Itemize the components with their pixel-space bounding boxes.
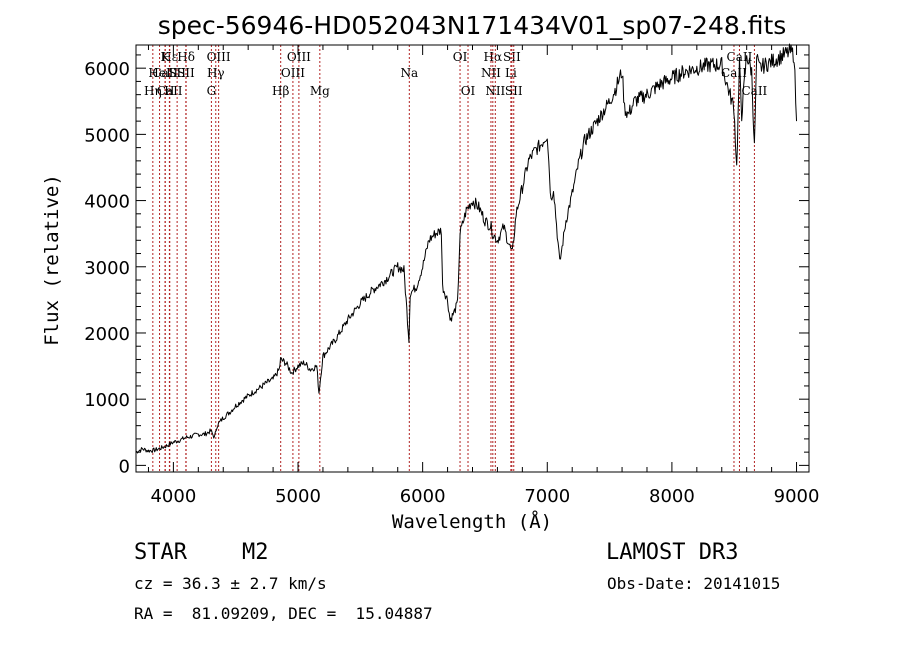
subclass: M2 [242, 540, 269, 565]
spectral-line-label: OIII [207, 50, 231, 64]
spectrum-series-line [135, 43, 798, 454]
spectral-line-label: G [207, 84, 217, 98]
coordinates: RA = 81.09209, DEC = 15.04887 [134, 604, 433, 623]
y-tick-label: 5000 [84, 125, 130, 146]
spectral-line-label: NII [485, 84, 505, 98]
y-axis-label: Flux (relative) [41, 174, 63, 346]
spectral-line-label: SII [168, 66, 186, 80]
spectral-line-label: Mg [310, 84, 330, 98]
x-tick-label: 9000 [774, 486, 820, 507]
redshift-value: cz = 36.3 ± 2.7 km/s [134, 574, 327, 593]
spectral-line-label: K [161, 50, 171, 64]
chart-title: spec-56946-HD052043N171434V01_sp07-248.f… [158, 11, 787, 40]
spectral-line-label: HeI [148, 66, 171, 80]
y-tick-label: 0 [119, 456, 130, 477]
spectral-line-label: SII [505, 84, 523, 98]
spectral-line-label: H [164, 84, 174, 98]
y-tick-label: 3000 [84, 258, 130, 279]
y-tick-label: 2000 [84, 324, 130, 345]
spectral-line-label: NII [481, 66, 501, 80]
object-type: STAR [134, 540, 187, 565]
survey-name: LAMOST DR3 [606, 540, 739, 565]
spectral-line-label: OIII [287, 50, 311, 64]
x-tick-label: 5000 [275, 486, 321, 507]
spectral-line-label: Hγ [207, 66, 225, 80]
series-layer [135, 43, 798, 454]
y-tick-label: 1000 [84, 390, 130, 411]
y-tick-label: 6000 [84, 59, 130, 80]
spectral-line-label: Hβ [272, 84, 289, 98]
plot-frame [135, 44, 810, 473]
x-tick-label: 4000 [150, 486, 196, 507]
spectral-line-label: CaII [741, 84, 767, 98]
spectral-line-label: SII [177, 66, 195, 80]
observation-date: Obs-Date: 20141015 [607, 574, 781, 593]
x-axis-label: Wavelength (Å) [392, 510, 552, 533]
x-tick-label: 7000 [524, 486, 570, 507]
y-axis: 0 1000 2000 3000 4000 5000 6000 [84, 54, 809, 477]
spectral-line-label: Hα [484, 50, 503, 64]
spectral-line-label: Hη [144, 84, 162, 98]
spectral-line-label: OI [453, 50, 468, 64]
x-tick-label: 8000 [649, 486, 695, 507]
y-tick-label: 4000 [84, 192, 130, 213]
x-axis: 4000 5000 6000 7000 8000 9000 [147, 45, 820, 507]
spectral-line-label: OI [461, 84, 476, 98]
spectral-line-label: OIII [281, 66, 305, 80]
spectral-line-label: SII [503, 50, 521, 64]
spectral-line-label: Na [400, 66, 418, 80]
x-tick-label: 6000 [400, 486, 446, 507]
spectral-line-label: Li [505, 66, 517, 80]
